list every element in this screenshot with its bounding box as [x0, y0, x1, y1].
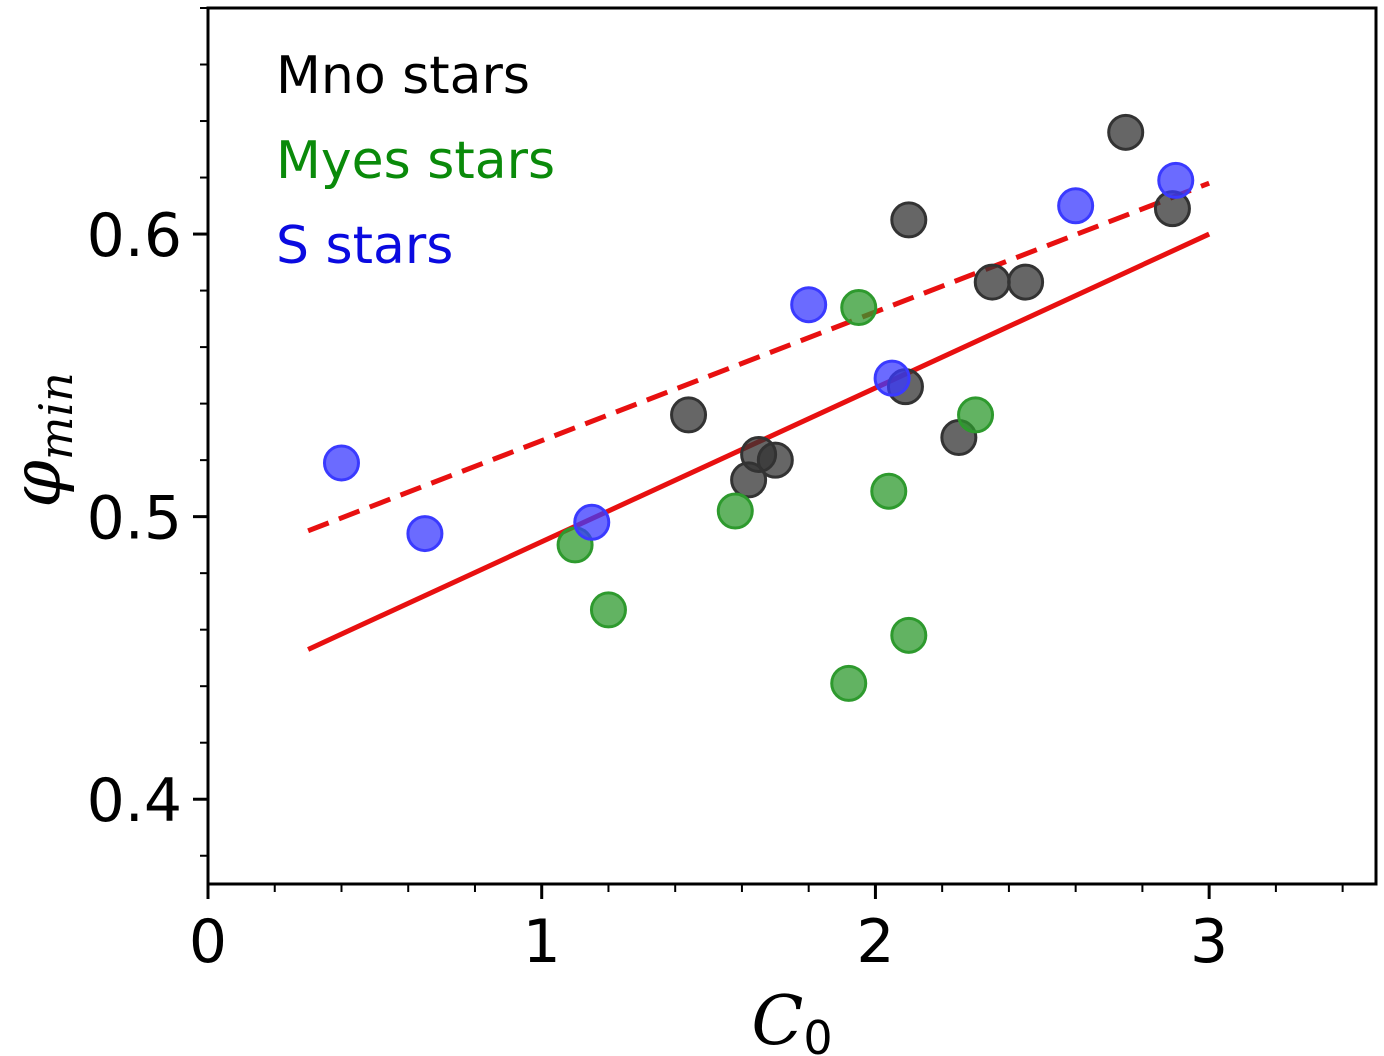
point-myes-stars-7 [957, 396, 995, 434]
x-axis-label-sub: 0 [803, 1011, 832, 1056]
legend: Mno stars Myes stars S stars [276, 46, 555, 276]
y-axis-label: φmin [0, 372, 83, 508]
x-tick-label-3: 3 [1190, 907, 1228, 977]
point-s-stars-2 [573, 503, 611, 541]
data-points [322, 113, 1195, 702]
point-s-stars-0 [322, 444, 360, 482]
y-axis-label-main: φ [0, 460, 77, 508]
point-myes-stars-4 [840, 289, 878, 327]
plot-frame [206, 6, 1378, 886]
point-myes-stars-2 [716, 492, 754, 530]
legend-entry-myes: Myes stars [276, 131, 555, 191]
point-s-stars-5 [1057, 187, 1095, 225]
point-mno-stars-8 [1007, 263, 1045, 301]
point-s-stars-4 [873, 359, 911, 397]
point-mno-stars-7 [973, 263, 1011, 301]
point-mno-stars-3 [756, 441, 794, 479]
point-s-stars-6 [1157, 161, 1195, 199]
x-tick-label-1: 1 [523, 907, 561, 977]
fit-dashed-line [307, 180, 1211, 534]
point-myes-stars-3 [830, 664, 868, 702]
ticks: 0 1 2 3 0.4 0.5 0.6 [87, 7, 1344, 977]
point-s-stars-1 [406, 515, 444, 553]
point-mno-stars-5 [890, 201, 928, 239]
point-mno-stars-9 [1107, 113, 1145, 151]
x-axis-label-main: C [751, 982, 803, 1056]
legend-entry-s: S stars [276, 216, 453, 276]
point-myes-stars-1 [589, 591, 627, 629]
x-axis-label: C0 [751, 982, 832, 1056]
point-s-stars-3 [790, 286, 828, 324]
point-myes-stars-5 [870, 472, 908, 510]
x-tick-label-0: 0 [189, 907, 227, 977]
y-tick-label-0: 0.4 [87, 766, 182, 836]
y-axis-label-sub: min [29, 372, 83, 460]
point-mno-stars-0 [670, 396, 708, 434]
axes [206, 6, 1378, 886]
point-myes-stars-6 [890, 616, 928, 654]
y-tick-label-1: 0.5 [87, 484, 182, 554]
x-tick-label-2: 2 [856, 907, 894, 977]
legend-entry-mno: Mno stars [276, 46, 530, 106]
y-tick-label-2: 0.6 [87, 201, 182, 271]
